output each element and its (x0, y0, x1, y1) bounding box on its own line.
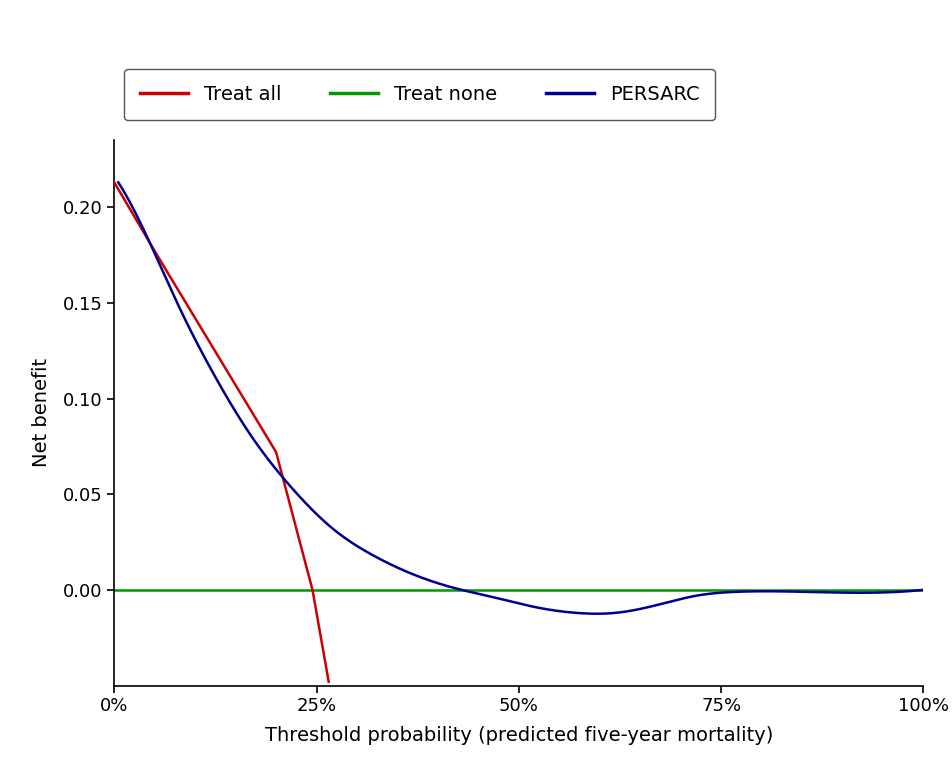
Legend: Treat all, Treat none, PERSARC: Treat all, Treat none, PERSARC (124, 69, 715, 120)
X-axis label: Threshold probability (predicted five-year mortality): Threshold probability (predicted five-ye… (265, 727, 773, 746)
Y-axis label: Net benefit: Net benefit (32, 358, 51, 467)
